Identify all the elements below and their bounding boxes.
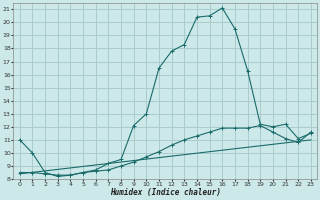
X-axis label: Humidex (Indice chaleur): Humidex (Indice chaleur) — [110, 188, 221, 197]
